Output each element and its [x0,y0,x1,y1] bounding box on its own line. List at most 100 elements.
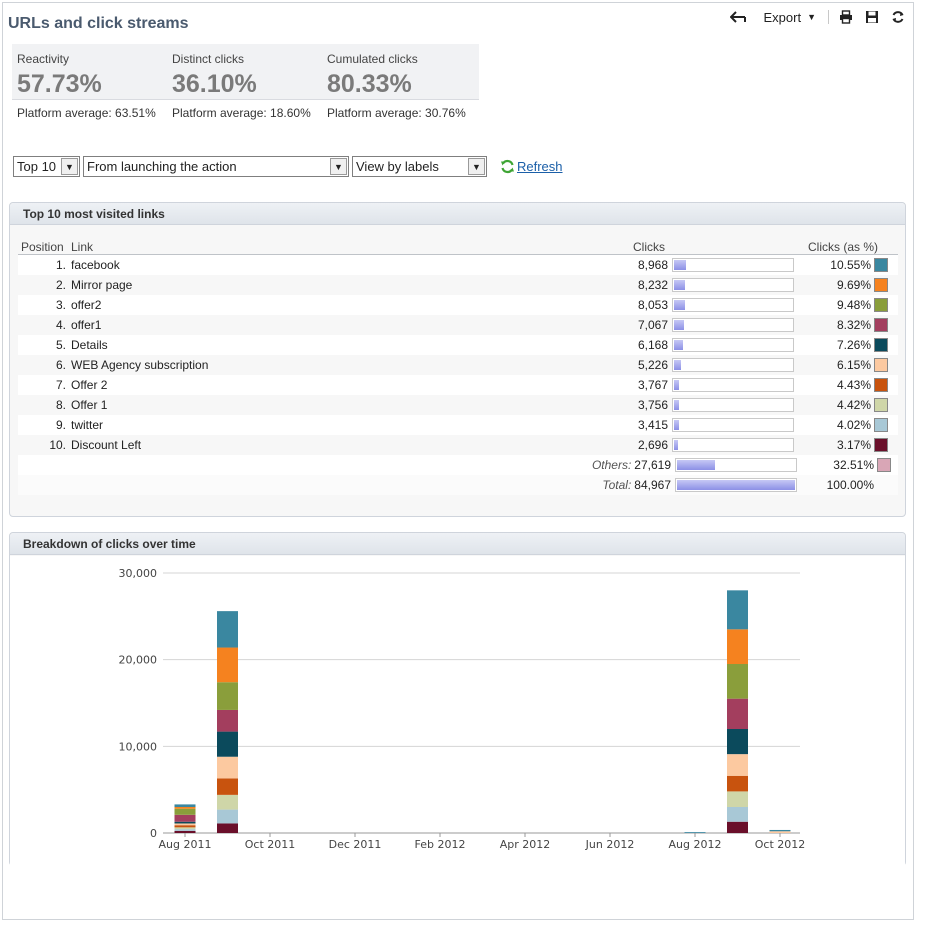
clicks-over-time-chart: 0 10,000 20,000 30,000 Aug 2011 Oct 2011 Dec 2… [10,556,905,866]
row-color-swatch [874,358,888,372]
total-row: Total: 84,967 100.00% [18,475,898,495]
x-tick-label: Dec 2011 [329,838,382,851]
kpi-platform-average: Platform average: 63.51% [17,106,156,120]
row-position: 7. [55,378,66,392]
bar-segment [174,823,196,826]
bar-segment [217,794,238,810]
row-share-bar [672,438,794,452]
bar-segment [217,809,238,824]
bar-segment [217,611,238,648]
export-button[interactable]: Export [763,9,802,25]
row-clicks: 5,226 [637,358,668,372]
refresh-label: Refresh [517,159,563,174]
kpi-header-band [12,44,479,100]
bar-segment [217,682,238,710]
table-header: Position Link Clicks Clicks (as %) [18,235,898,255]
y-tick-label: 0 [150,827,157,840]
top-n-select[interactable]: Top 10 ▼ [13,156,80,177]
view-mode-select[interactable]: View by labels ▼ [352,156,487,177]
row-share-bar [672,398,794,412]
table-row: 9. twitter 3,415 4.02% [18,415,898,435]
table-body: 1. facebook 8,968 10.55% 2. Mirror page 8,232 9… [18,255,898,495]
row-position: 6. [55,358,66,372]
row-share-bar-fill [674,300,685,310]
row-share-bar-fill [674,380,679,390]
total-label: Total: [602,478,632,492]
row-share-bar [672,258,794,272]
row-clicks: 2,696 [637,438,668,452]
kpi-value: 57.73% [17,70,102,98]
period-select[interactable]: From launching the action ▼ [83,156,349,177]
export-dropdown-button[interactable]: ▼ [805,8,824,26]
links-table: Position Link Clicks Clicks (as %) 1. fac… [18,235,898,495]
table-row: 2. Mirror page 8,232 9.69% [18,275,898,295]
row-share-bar-fill [674,280,685,290]
bar-segment [174,821,196,824]
bar-segment [174,830,196,833]
refresh-link[interactable]: Refresh [500,159,563,174]
header-clicks-percent: Clicks (as %) [807,240,878,254]
bar-segment [174,827,196,830]
row-color-swatch [874,438,888,452]
save-button[interactable] [859,8,885,26]
row-share-bar [672,338,794,352]
total-clicks: Total: 84,967 [571,478,675,492]
row-clicks: 3,756 [637,398,668,412]
y-tick-label: 10,000 [119,740,158,753]
others-share-bar-fill [677,460,715,470]
row-percent: 9.48% [836,298,871,312]
row-clicks: 6,168 [637,338,668,352]
others-row: Others: 27,619 32.51% [18,455,898,475]
chevron-down-icon: ▼ [330,158,347,175]
bar-segment [217,756,238,779]
chevron-down-icon: ▼ [61,158,78,175]
row-percent: 6.15% [836,358,871,372]
select-value: View by labels [356,159,439,174]
row-position: 3. [55,298,66,312]
reload-button[interactable] [885,8,911,26]
x-tick-label: Aug 2012 [669,838,722,851]
bar-segment [174,807,196,809]
others-share-bar [675,458,797,472]
row-position: 9. [55,418,66,432]
header-position: Position [21,240,64,254]
select-value: Top 10 [17,159,57,174]
kpi-value: 80.33% [327,70,412,98]
total-percent: 100.00% [826,478,874,492]
row-link-label: Offer 1 [71,398,108,412]
bar-segment [217,823,238,833]
select-value: From launching the action [87,159,237,174]
row-position: 2. [55,278,66,292]
bar-segment [174,814,196,822]
table-row: 10. Discount Left 2,696 3.17% [18,435,898,455]
row-color-swatch [874,338,888,352]
back-button[interactable] [724,8,752,26]
row-link-label: facebook [71,258,120,272]
table-row: 5. Details 6,168 7.26% [18,335,898,355]
others-label: Others: [591,458,632,472]
bar-segment [727,754,748,776]
row-position: 8. [55,398,66,412]
row-link-label: WEB Agency subscription [71,358,209,372]
row-share-bar-fill [674,400,679,410]
panel-title: Top 10 most visited links [10,203,905,225]
bar-segment [727,590,748,630]
bar-segment [174,808,196,815]
header-clicks: Clicks [633,240,665,254]
back-arrow-icon [729,11,746,23]
table-row: 4. offer1 7,067 8.32% [18,315,898,335]
row-share-bar [672,378,794,392]
row-position: 4. [55,318,66,332]
row-percent: 9.69% [836,278,871,292]
row-link-label: Offer 2 [71,378,108,392]
print-button[interactable] [833,8,859,26]
row-share-bar [672,278,794,292]
bar-segment [727,729,748,755]
row-share-bar [672,358,794,372]
row-percent: 8.32% [836,318,871,332]
row-share-bar [672,318,794,332]
table-row: 8. Offer 1 3,756 4.42% [18,395,898,415]
total-share-bar-fill [677,480,795,490]
row-share-bar-fill [674,320,684,330]
toolbar-separator [828,10,829,24]
